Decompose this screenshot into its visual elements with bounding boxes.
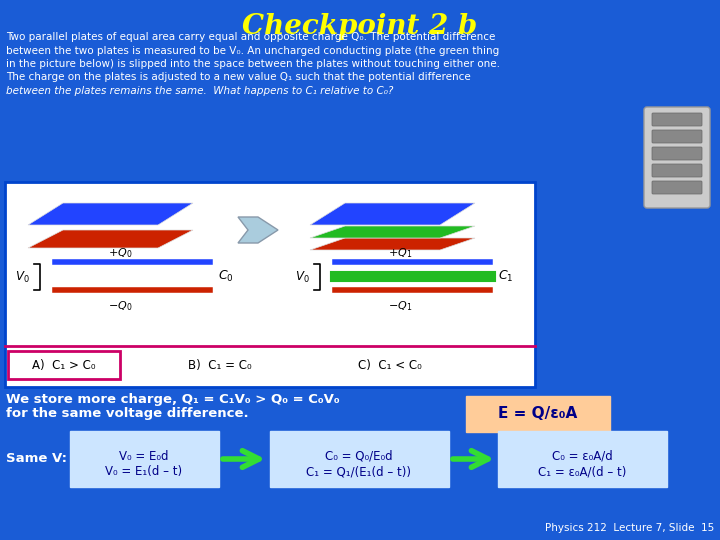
Text: between the two plates is measured to be V₀. An uncharged conducting plate (the : between the two plates is measured to be… bbox=[6, 45, 499, 56]
Text: C₀ = Q₀/E₀d: C₀ = Q₀/E₀d bbox=[325, 449, 393, 462]
Text: V₀ = E₁(d – t): V₀ = E₁(d – t) bbox=[105, 465, 183, 478]
Text: The charge on the plates is adjusted to a new value Q₁ such that the potential d: The charge on the plates is adjusted to … bbox=[6, 72, 471, 83]
Text: $V_0$: $V_0$ bbox=[15, 269, 30, 285]
Text: $C_0$: $C_0$ bbox=[218, 268, 234, 284]
Text: in the picture below) is slipped into the space between the plates without touch: in the picture below) is slipped into th… bbox=[6, 59, 500, 69]
FancyBboxPatch shape bbox=[8, 351, 120, 379]
Text: for the same voltage difference.: for the same voltage difference. bbox=[6, 407, 248, 420]
Text: C₁ = ε₀A/(d – t): C₁ = ε₀A/(d – t) bbox=[538, 465, 626, 478]
FancyBboxPatch shape bbox=[466, 396, 610, 432]
Text: $-Q_0$: $-Q_0$ bbox=[108, 299, 132, 313]
FancyBboxPatch shape bbox=[652, 164, 702, 177]
Text: B)  C₁ = C₀: B) C₁ = C₀ bbox=[188, 359, 252, 372]
FancyBboxPatch shape bbox=[652, 113, 702, 126]
Text: $V_0$: $V_0$ bbox=[295, 269, 310, 285]
Text: between the plates remains the same.  What happens to C₁ relative to C₀?: between the plates remains the same. Wha… bbox=[6, 86, 393, 96]
FancyArrowPatch shape bbox=[453, 451, 488, 467]
Text: C)  C₁ < C₀: C) C₁ < C₀ bbox=[358, 359, 422, 372]
FancyBboxPatch shape bbox=[652, 181, 702, 194]
Polygon shape bbox=[28, 203, 193, 225]
Polygon shape bbox=[238, 217, 278, 243]
Polygon shape bbox=[310, 238, 475, 250]
Text: Checkpoint 2 b: Checkpoint 2 b bbox=[243, 13, 477, 40]
Text: $+Q_1$: $+Q_1$ bbox=[388, 246, 412, 260]
FancyBboxPatch shape bbox=[652, 130, 702, 143]
Polygon shape bbox=[310, 203, 475, 225]
Text: Two parallel plates of equal area carry equal and opposite charge Q₀. The potent: Two parallel plates of equal area carry … bbox=[6, 32, 495, 42]
Text: Same V:: Same V: bbox=[6, 451, 67, 464]
FancyBboxPatch shape bbox=[270, 431, 449, 487]
Polygon shape bbox=[28, 230, 193, 248]
FancyBboxPatch shape bbox=[70, 431, 219, 487]
Text: $C_1$: $C_1$ bbox=[498, 268, 513, 284]
Text: $-Q_1$: $-Q_1$ bbox=[388, 299, 412, 313]
Text: $+Q_0$: $+Q_0$ bbox=[108, 246, 132, 260]
FancyBboxPatch shape bbox=[5, 182, 535, 387]
Text: C₁ = Q₁/(E₁(d – t)): C₁ = Q₁/(E₁(d – t)) bbox=[307, 465, 412, 478]
Text: V₀ = E₀d: V₀ = E₀d bbox=[120, 449, 168, 462]
Text: We store more charge, Q₁ = C₁V₀ > Q₀ = C₀V₀: We store more charge, Q₁ = C₁V₀ > Q₀ = C… bbox=[6, 393, 340, 406]
Text: C₀ = ε₀A/d: C₀ = ε₀A/d bbox=[552, 449, 613, 462]
FancyBboxPatch shape bbox=[644, 107, 710, 208]
Text: E = Q/ε₀A: E = Q/ε₀A bbox=[498, 407, 577, 422]
FancyBboxPatch shape bbox=[652, 147, 702, 160]
Text: Physics 212  Lecture 7, Slide  15: Physics 212 Lecture 7, Slide 15 bbox=[545, 523, 714, 533]
FancyBboxPatch shape bbox=[498, 431, 667, 487]
Text: A)  C₁ > C₀: A) C₁ > C₀ bbox=[32, 359, 96, 372]
Polygon shape bbox=[310, 226, 475, 238]
FancyArrowPatch shape bbox=[222, 451, 259, 467]
